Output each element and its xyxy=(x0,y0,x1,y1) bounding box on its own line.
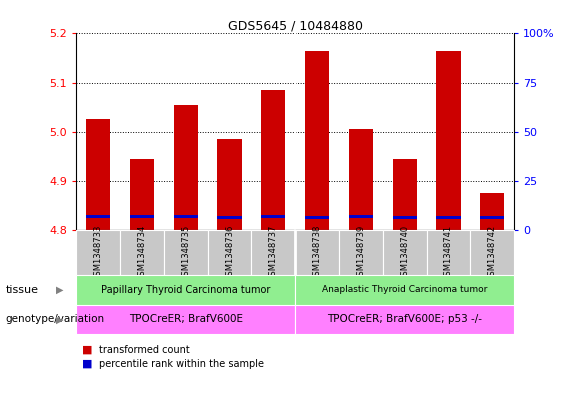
Text: tissue: tissue xyxy=(6,285,38,295)
Text: GSM1348733: GSM1348733 xyxy=(94,224,103,281)
Bar xyxy=(76,275,295,305)
FancyBboxPatch shape xyxy=(208,230,251,275)
Text: transformed count: transformed count xyxy=(99,345,190,355)
Bar xyxy=(393,216,417,219)
Text: GSM1348742: GSM1348742 xyxy=(488,224,497,281)
Bar xyxy=(173,215,198,218)
Bar xyxy=(218,216,242,219)
Bar xyxy=(261,90,285,230)
Bar xyxy=(349,129,373,230)
Bar xyxy=(480,216,505,219)
Bar xyxy=(173,105,198,230)
Text: GSM1348737: GSM1348737 xyxy=(269,224,278,281)
Text: GSM1348738: GSM1348738 xyxy=(312,224,321,281)
Text: Anaplastic Thyroid Carcinoma tumor: Anaplastic Thyroid Carcinoma tumor xyxy=(322,285,488,294)
Text: GSM1348741: GSM1348741 xyxy=(444,224,453,281)
Text: Papillary Thyroid Carcinoma tumor: Papillary Thyroid Carcinoma tumor xyxy=(101,285,271,295)
Text: ■: ■ xyxy=(82,345,93,355)
Text: ▶: ▶ xyxy=(55,285,63,295)
Text: ▶: ▶ xyxy=(55,314,63,324)
Text: ■: ■ xyxy=(82,358,93,369)
Text: GSM1348735: GSM1348735 xyxy=(181,224,190,281)
FancyBboxPatch shape xyxy=(470,230,514,275)
Bar xyxy=(295,275,514,305)
FancyBboxPatch shape xyxy=(427,230,470,275)
Text: GSM1348739: GSM1348739 xyxy=(357,224,366,281)
Text: percentile rank within the sample: percentile rank within the sample xyxy=(99,358,264,369)
Bar xyxy=(393,159,417,230)
Bar xyxy=(480,193,505,230)
Text: TPOCreER; BrafV600E: TPOCreER; BrafV600E xyxy=(129,314,243,324)
Title: GDS5645 / 10484880: GDS5645 / 10484880 xyxy=(228,19,363,32)
FancyBboxPatch shape xyxy=(251,230,295,275)
Bar xyxy=(295,305,514,334)
Bar xyxy=(218,139,242,230)
Bar xyxy=(261,215,285,218)
Bar xyxy=(349,215,373,218)
FancyBboxPatch shape xyxy=(295,230,339,275)
Bar xyxy=(86,215,110,218)
Text: genotype/variation: genotype/variation xyxy=(6,314,105,324)
Bar xyxy=(86,119,110,230)
Text: GSM1348734: GSM1348734 xyxy=(137,224,146,281)
FancyBboxPatch shape xyxy=(76,230,120,275)
Text: GSM1348740: GSM1348740 xyxy=(400,224,409,281)
Bar xyxy=(76,305,295,334)
FancyBboxPatch shape xyxy=(120,230,164,275)
Bar xyxy=(130,159,154,230)
FancyBboxPatch shape xyxy=(164,230,208,275)
Text: GSM1348736: GSM1348736 xyxy=(225,224,234,281)
Bar xyxy=(305,51,329,230)
Bar xyxy=(130,215,154,218)
Bar xyxy=(305,216,329,219)
Bar xyxy=(436,216,460,219)
FancyBboxPatch shape xyxy=(339,230,383,275)
Bar xyxy=(436,51,460,230)
FancyBboxPatch shape xyxy=(383,230,427,275)
Text: TPOCreER; BrafV600E; p53 -/-: TPOCreER; BrafV600E; p53 -/- xyxy=(327,314,482,324)
